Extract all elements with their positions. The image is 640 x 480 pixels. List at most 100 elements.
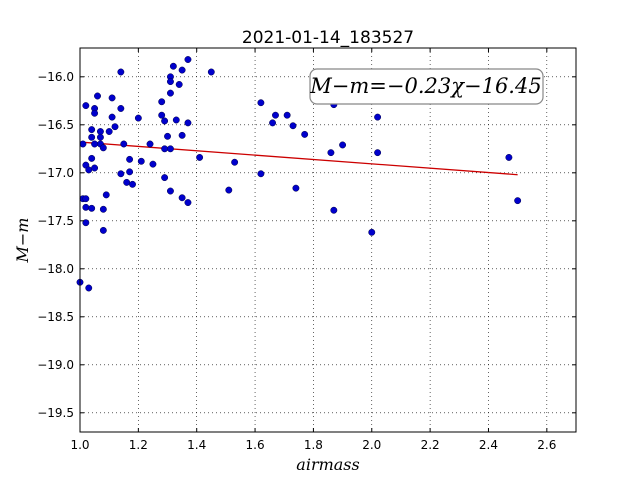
x-axis-label: airmass — [296, 455, 359, 474]
data-point — [105, 128, 113, 135]
data-point — [85, 166, 93, 174]
data-point — [82, 203, 90, 211]
data-point — [175, 81, 183, 88]
y-tick-label: −18.0 — [37, 262, 74, 276]
fit-line-group — [79, 141, 518, 176]
data-point — [129, 180, 136, 188]
data-point — [292, 184, 300, 192]
data-point — [289, 122, 297, 130]
data-point — [117, 68, 125, 76]
x-tick-label: 2.4 — [479, 438, 498, 452]
data-point — [164, 132, 171, 140]
y-tick-label: −17.0 — [37, 166, 74, 180]
y-tick-label: −17.5 — [37, 214, 74, 228]
data-point — [374, 113, 382, 121]
data-point — [257, 170, 265, 178]
data-point — [166, 187, 174, 195]
data-point — [272, 111, 279, 119]
data-point — [126, 155, 134, 163]
data-point — [231, 158, 239, 166]
plot-area — [80, 48, 576, 432]
x-tick-label: 2.6 — [537, 438, 556, 452]
data-point — [88, 133, 96, 141]
data-point — [126, 168, 134, 176]
data-point — [94, 92, 101, 100]
data-point — [339, 141, 347, 149]
annotation-box — [309, 68, 544, 105]
data-point — [137, 157, 145, 165]
data-point — [117, 170, 125, 178]
y-axis-label: M−m — [13, 218, 32, 264]
data-point — [301, 130, 309, 138]
data-point — [505, 153, 513, 161]
x-tick-label: 1.8 — [304, 438, 323, 452]
data-point — [91, 140, 99, 148]
data-point — [169, 62, 177, 70]
x-tick-label: 1.2 — [129, 438, 148, 452]
plot-frame — [79, 47, 577, 433]
data-point — [514, 197, 522, 205]
data-point — [99, 226, 107, 234]
data-point — [178, 66, 186, 74]
data-points — [76, 56, 522, 292]
data-point — [108, 94, 116, 102]
data-point — [178, 194, 186, 202]
data-point — [161, 174, 169, 182]
data-point — [172, 116, 180, 124]
data-point — [134, 114, 142, 122]
x-tick-label: 1.6 — [246, 438, 265, 452]
data-point — [111, 123, 119, 131]
data-point — [146, 140, 154, 148]
data-point — [269, 119, 277, 127]
data-point — [166, 89, 174, 97]
data-point — [184, 119, 192, 127]
data-point — [158, 111, 166, 119]
data-point — [102, 191, 110, 199]
x-tick-label: 1.4 — [187, 438, 206, 452]
data-point — [82, 102, 90, 110]
equation-annotation: M−m=−0.23χ−16.45 — [309, 68, 544, 105]
data-point — [158, 98, 166, 106]
data-point — [99, 144, 107, 152]
data-point — [184, 56, 192, 63]
data-point — [225, 186, 233, 194]
data-point — [82, 195, 90, 203]
y-tick-label: −19.5 — [37, 406, 74, 420]
data-point — [166, 145, 174, 153]
data-point — [374, 149, 382, 157]
y-tick-label: −16.0 — [37, 70, 74, 84]
data-point — [120, 140, 128, 148]
data-point — [161, 117, 169, 125]
data-point — [82, 219, 90, 227]
data-point — [117, 105, 125, 112]
data-point — [88, 154, 96, 162]
fit-line — [79, 141, 518, 176]
data-point — [368, 228, 376, 236]
annotation-text: M−m=−0.23χ−16.45 — [309, 74, 541, 98]
data-point — [85, 284, 93, 292]
x-axis-ticks: 1.0 1.2 1.4 1.6 1.8 2.0 2.2 2.4 2.6 — [70, 48, 556, 452]
data-point — [88, 126, 96, 134]
data-point — [96, 133, 104, 141]
y-tick-label: −16.5 — [37, 118, 74, 132]
data-point — [96, 128, 104, 135]
data-point — [166, 78, 174, 86]
x-tick-label: 1.0 — [70, 438, 89, 452]
data-point — [178, 131, 186, 139]
data-point — [88, 204, 96, 212]
data-point — [123, 178, 131, 186]
y-tick-label: −18.5 — [37, 310, 74, 324]
data-point — [91, 164, 99, 172]
data-point — [79, 140, 87, 148]
data-point — [108, 113, 116, 121]
x-tick-label: 2.0 — [362, 438, 381, 452]
data-point — [257, 99, 265, 107]
data-point — [327, 149, 335, 157]
data-point — [207, 68, 215, 76]
chart-title: 2021-01-14_183527 — [242, 28, 414, 48]
data-point — [99, 205, 107, 213]
data-point — [283, 111, 291, 119]
data-point — [196, 153, 204, 161]
data-point — [184, 199, 192, 207]
